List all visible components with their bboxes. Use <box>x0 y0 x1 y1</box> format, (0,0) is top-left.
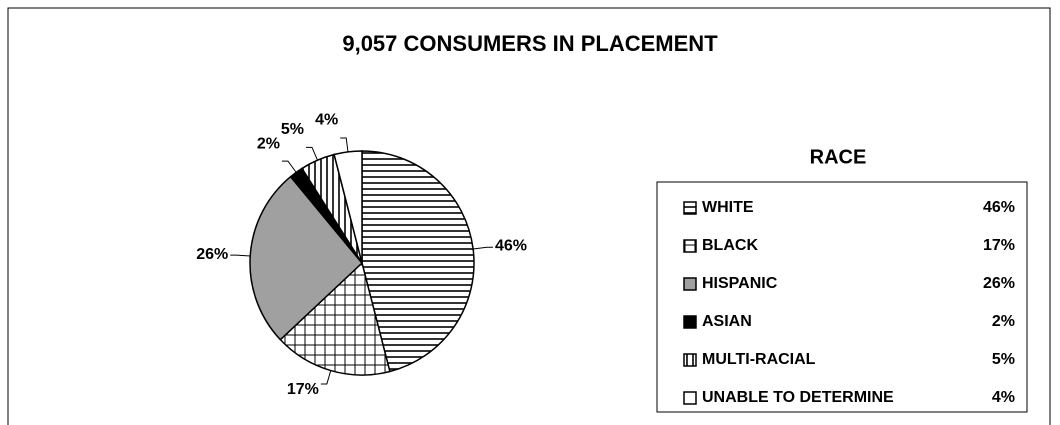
legend-swatch <box>683 201 697 215</box>
legend-value: 26% <box>983 275 1015 292</box>
legend-swatch <box>683 315 697 329</box>
legend-value: 2% <box>992 313 1015 330</box>
chart-title: 9,057 CONSUMERS IN PLACEMENT <box>342 31 718 56</box>
legend-swatch <box>683 239 697 253</box>
legend-label: HISPANIC <box>702 275 778 292</box>
legend-label: BLACK <box>702 237 758 254</box>
pie-slice <box>361 150 475 373</box>
leader-line <box>320 370 332 385</box>
leader-line <box>230 254 251 257</box>
legend-value: 17% <box>983 237 1015 254</box>
legend-value: 46% <box>983 199 1015 216</box>
pie-slice <box>333 150 363 264</box>
legend-swatch <box>683 353 697 367</box>
data-label: 5% <box>281 121 304 138</box>
legend-value: 5% <box>992 351 1015 368</box>
data-label: 2% <box>257 135 280 152</box>
leader-line <box>281 160 297 173</box>
data-label: 26% <box>196 246 228 263</box>
data-label: 17% <box>287 381 319 398</box>
legend-value: 4% <box>992 389 1015 406</box>
pie-slice <box>249 175 364 341</box>
legend-swatch <box>683 391 697 405</box>
leader-line <box>305 146 318 161</box>
legend-label: ASIAN <box>702 313 752 330</box>
frame <box>7 7 1051 425</box>
leader-line <box>340 137 349 152</box>
legend-swatch <box>683 277 697 291</box>
leader-line <box>473 246 494 250</box>
legend-box <box>656 181 1028 413</box>
pie-slice <box>279 261 391 376</box>
legend-label: WHITE <box>702 199 754 216</box>
legend-label: MULTI-RACIAL <box>702 351 816 368</box>
legend-label: UNABLE TO DETERMINE <box>702 389 894 406</box>
data-label: 4% <box>315 111 338 128</box>
data-label: 46% <box>495 238 527 255</box>
legend-title: RACE <box>810 146 867 168</box>
